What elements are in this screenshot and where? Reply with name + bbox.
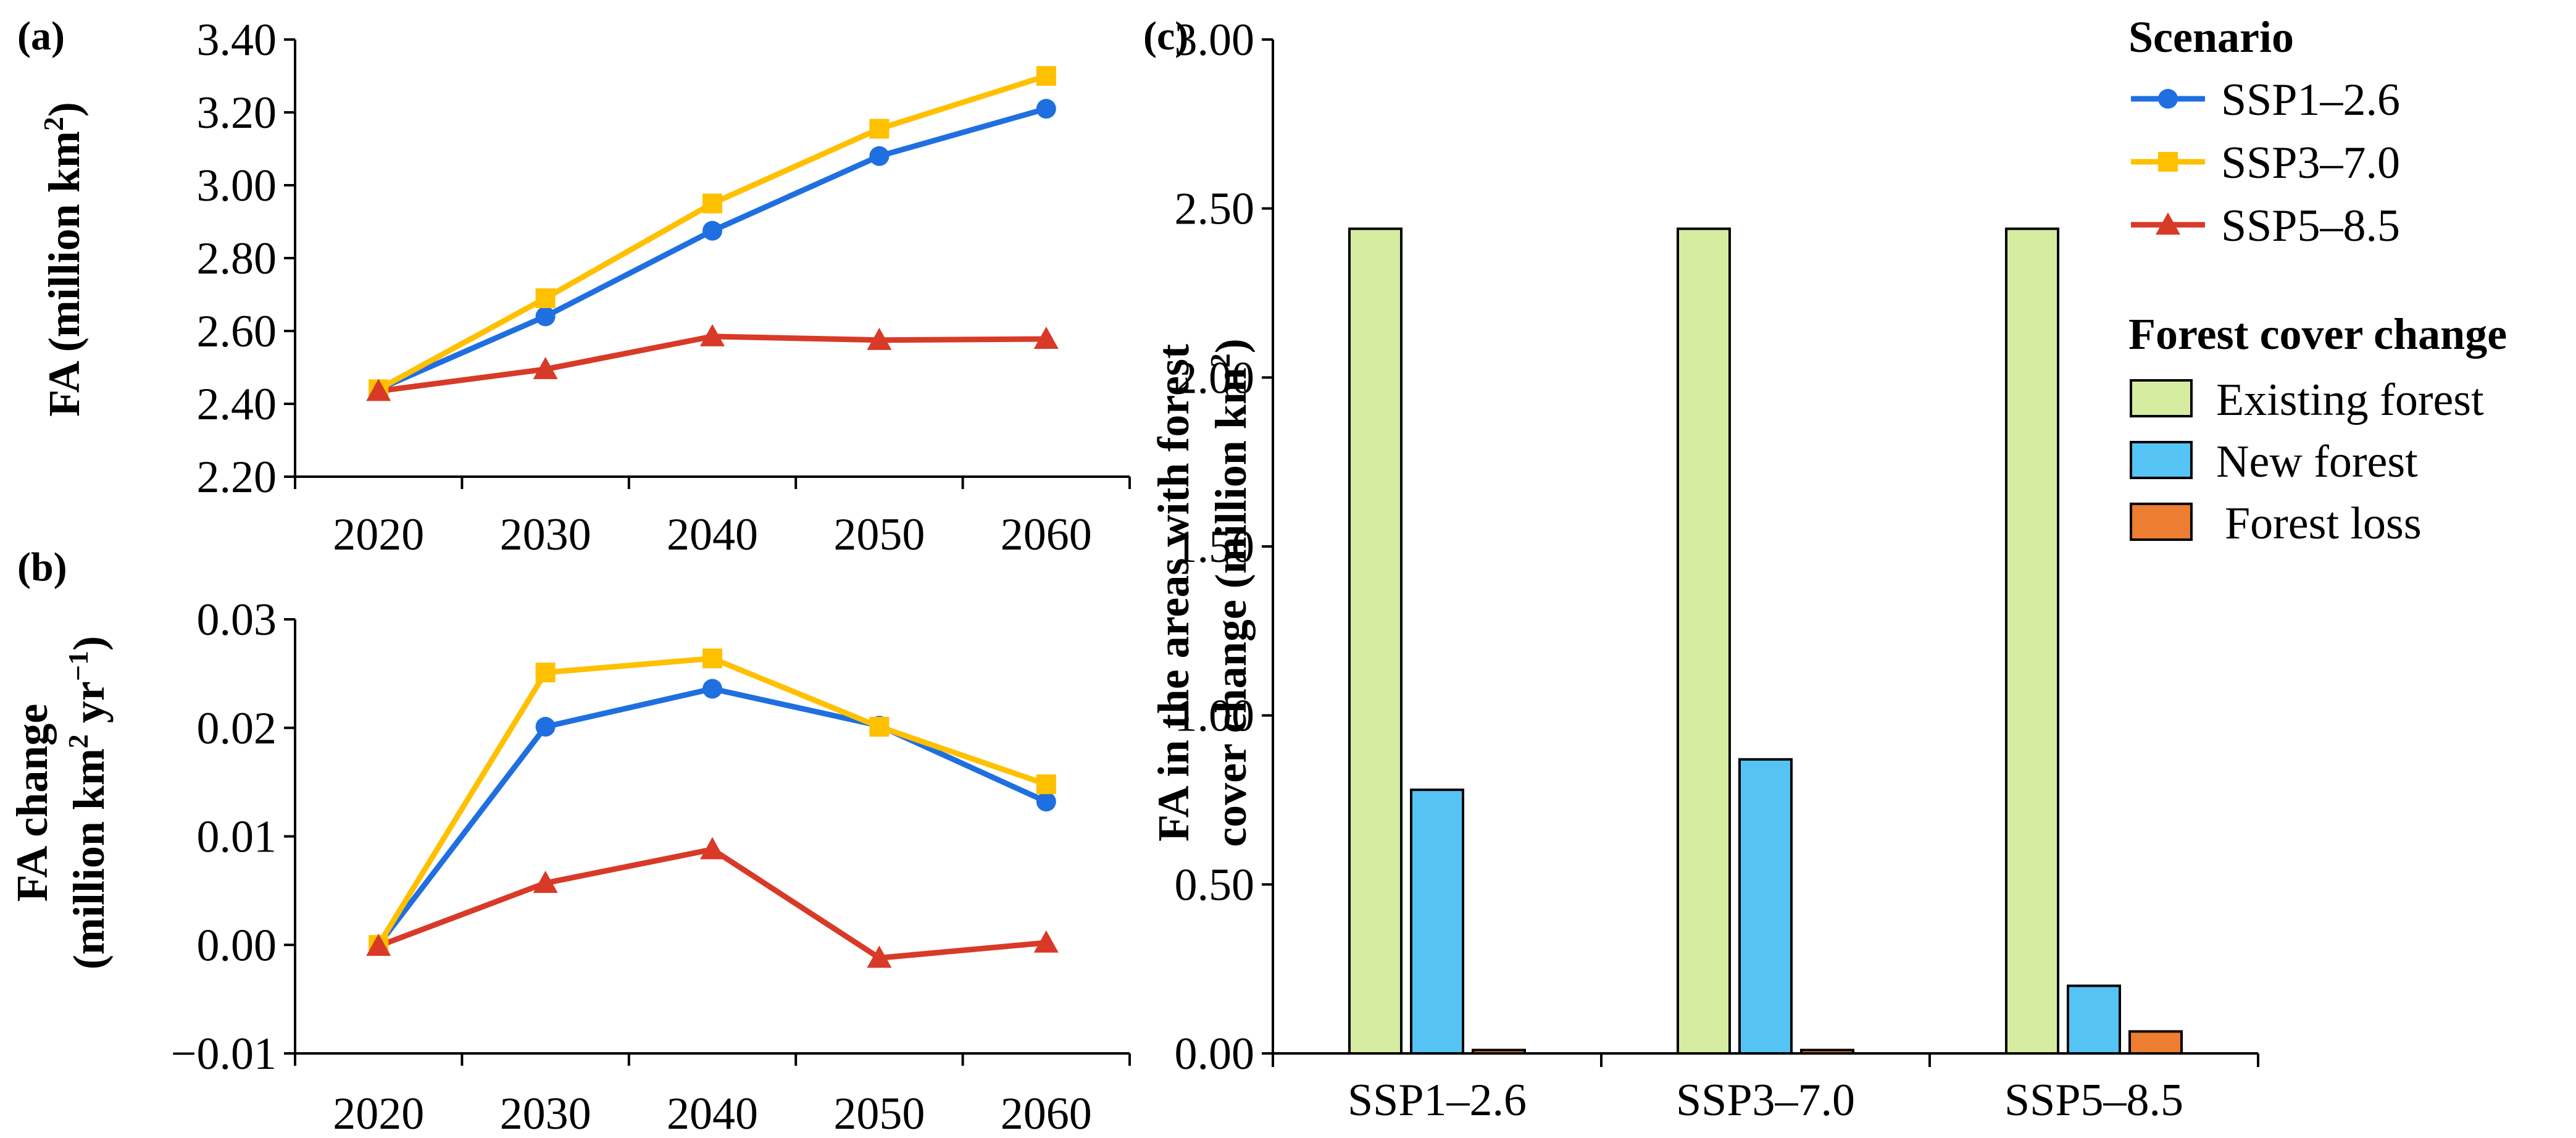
panel-a-point-SSP5-8.5-2030 <box>533 356 558 379</box>
legend-marker-SSP5-8.5 <box>2156 212 2180 235</box>
legend-forest-title: Forest cover change <box>2128 309 2507 359</box>
panel-a-point-SSP1-2.6-2030 <box>535 306 556 327</box>
panel-a-y-tick-label: 2.40 <box>197 379 277 430</box>
panel-a-y-tick-label: 2.80 <box>197 233 277 284</box>
panel-a-x-tick-label: 2060 <box>1001 509 1092 560</box>
panel-a-point-SSP3-7.0-2040 <box>702 193 722 214</box>
panel-c-bar-chart: FA in the areas with forest cover change… <box>1149 15 2259 1126</box>
panel-b-x-tick-label: 2030 <box>500 1089 591 1138</box>
panel-c-y-axis-label-line1: FA in the areas with forest <box>1149 344 1198 842</box>
panel-a-x-tick-label: 2020 <box>333 509 424 560</box>
legend-scenario-title: Scenario <box>2128 12 2294 62</box>
panel-b-x-tick-label: 2050 <box>833 1089 925 1138</box>
panel-a-series-line-SSP1-2.6 <box>377 106 1048 392</box>
legend: Scenario SSP1–2.6 SSP3–7.0 SSP5–8.5 Forest… <box>2128 12 2507 549</box>
legend-label-SSP5-8.5: SSP5–8.5 <box>2221 201 2400 251</box>
legend-swatch-new <box>2130 441 2193 479</box>
legend-label-existing: Existing forest <box>2216 375 2484 425</box>
panel-label-c: (c) <box>1143 14 1188 59</box>
panel-b-point-SSP5-8.5-2040 <box>700 837 725 860</box>
panel-c-y-tick-label: 0.00 <box>1175 1029 1255 1079</box>
panel-b-series-line-SSP3-7.0 <box>376 655 1048 947</box>
panel-b-point-SSP1-2.6-2040 <box>702 679 722 699</box>
panel-c-bar-existing-2 <box>2005 227 2059 1055</box>
panel-b-point-SSP1-2.6-2030 <box>535 716 556 737</box>
panel-c-y-tick-label: 2.00 <box>1175 353 1255 403</box>
legend-marker-SSP3-7.0 <box>2158 152 2178 172</box>
panel-c-bar-loss-0 <box>1472 1048 1526 1055</box>
panel-c-bar-existing-0 <box>1348 227 1403 1055</box>
panel-c-x-tick-label: SSP3–7.0 <box>1676 1075 1855 1126</box>
legend-label-SSP1-2.6: SSP1–2.6 <box>2221 75 2400 125</box>
panel-a-point-SSP1-2.6-2040 <box>702 220 722 241</box>
panel-c-bar-existing-1 <box>1677 227 1731 1055</box>
panel-b-x-tick-label: 2040 <box>667 1089 758 1138</box>
panel-a-x-tick-label: 2050 <box>833 509 925 560</box>
panel-b-point-SSP5-8.5-2020 <box>366 934 391 956</box>
panel-a-line-chart: FA (million km2) 2.20 2.40 2.60 2.80 3.00 3.2… <box>38 15 1131 560</box>
panel-c-x-tick-label: SSP1–2.6 <box>1348 1075 1527 1126</box>
panel-c-bar-new-1 <box>1738 758 1793 1055</box>
panel-a-x-tick-label: 2040 <box>667 509 758 560</box>
panel-b-point-SSP3-7.0-2040 <box>702 648 722 669</box>
panel-a-point-SSP3-7.0-2060 <box>1036 66 1056 86</box>
panel-c-y-tick-label: 1.50 <box>1175 522 1255 572</box>
panel-a-point-SSP5-8.5-2040 <box>700 324 725 346</box>
panel-b-x-tick-label: 2020 <box>333 1089 424 1138</box>
panel-a-y-axis-label: FA (million km2) <box>38 102 89 417</box>
panel-b-x-tick-label: 2060 <box>1001 1089 1092 1138</box>
panel-b-series-line-SSP5-8.5 <box>377 847 1047 961</box>
panel-c-y-tick-label: 1.00 <box>1175 691 1255 742</box>
panel-c-y-axis-label-line2: cover change (million km2) <box>1204 338 1256 847</box>
legend-label-loss: Forest loss <box>2225 498 2422 549</box>
panel-b-y-tick-label: 0.01 <box>197 812 277 863</box>
panel-a-point-SSP3-7.0-2030 <box>535 288 556 308</box>
panel-b-point-SSP5-8.5-2060 <box>1033 930 1059 953</box>
panel-c-y-tick-label: 3.00 <box>1175 15 1255 65</box>
legend-swatch-loss <box>2130 503 2193 541</box>
panel-a-y-tick-label: 2.20 <box>197 452 277 503</box>
panel-a-point-SSP1-2.6-2050 <box>869 146 890 166</box>
panel-a-y-tick-label: 3.00 <box>197 161 277 211</box>
panel-a-point-SSP3-7.0-2050 <box>869 119 890 139</box>
panel-a-y-tick-label: 2.60 <box>197 306 277 357</box>
panel-a-point-SSP5-8.5-2020 <box>366 379 391 401</box>
panel-b-point-SSP1-2.6-2060 <box>1036 792 1056 812</box>
panel-a-y-tick-label: 3.40 <box>197 15 277 65</box>
panel-c-bar-loss-1 <box>1800 1048 1854 1055</box>
panel-b-y-tick-label: 0.00 <box>197 920 277 971</box>
legend-label-SSP3-7.0: SSP3–7.0 <box>2221 138 2400 188</box>
panel-b-y-tick-label: 0.03 <box>197 595 277 645</box>
panel-a-y-tick-label: 3.20 <box>197 88 277 138</box>
panel-a-point-SSP5-8.5-2060 <box>1033 326 1059 349</box>
panel-b-point-SSP5-8.5-2030 <box>533 871 558 893</box>
panel-c-y-tick-label: 0.50 <box>1175 860 1255 910</box>
panel-a-point-SSP5-8.5-2050 <box>867 327 892 350</box>
panel-b-point-SSP3-7.0-2060 <box>1036 774 1056 795</box>
legend-marker-SSP1-2.6 <box>2158 89 2178 109</box>
panel-c-bar-new-2 <box>2067 984 2121 1055</box>
panel-c-bar-loss-2 <box>2128 1030 2183 1055</box>
panel-b-point-SSP3-7.0-2030 <box>535 663 556 683</box>
panel-a-x-tick-label: 2030 <box>500 509 591 560</box>
panel-b-point-SSP5-8.5-2050 <box>867 945 892 968</box>
panel-label-b: (b) <box>17 545 67 590</box>
panel-b-y-axis-label-line2: (million km2 yr−1) <box>62 636 114 969</box>
legend-label-new: New forest <box>2216 437 2418 487</box>
panel-c-y-tick-label: 2.50 <box>1175 184 1255 235</box>
panel-b-line-chart: FA change (million km2 yr−1) −0.01 0.00 0.… <box>7 595 1131 1138</box>
panel-b-y-axis-label-line1: FA change <box>7 704 57 902</box>
panel-a-point-SSP1-2.6-2060 <box>1036 99 1056 119</box>
panel-c-bar-new-0 <box>1410 789 1464 1055</box>
panel-c-x-tick-label: SSP5–8.5 <box>2004 1075 2183 1126</box>
panel-b-point-SSP3-7.0-2050 <box>869 716 890 737</box>
panel-b-y-tick-label: −0.01 <box>171 1029 277 1079</box>
panel-b-y-tick-label: 0.02 <box>197 703 277 754</box>
legend-swatch-existing <box>2130 379 2193 417</box>
panel-label-a: (a) <box>17 14 65 59</box>
